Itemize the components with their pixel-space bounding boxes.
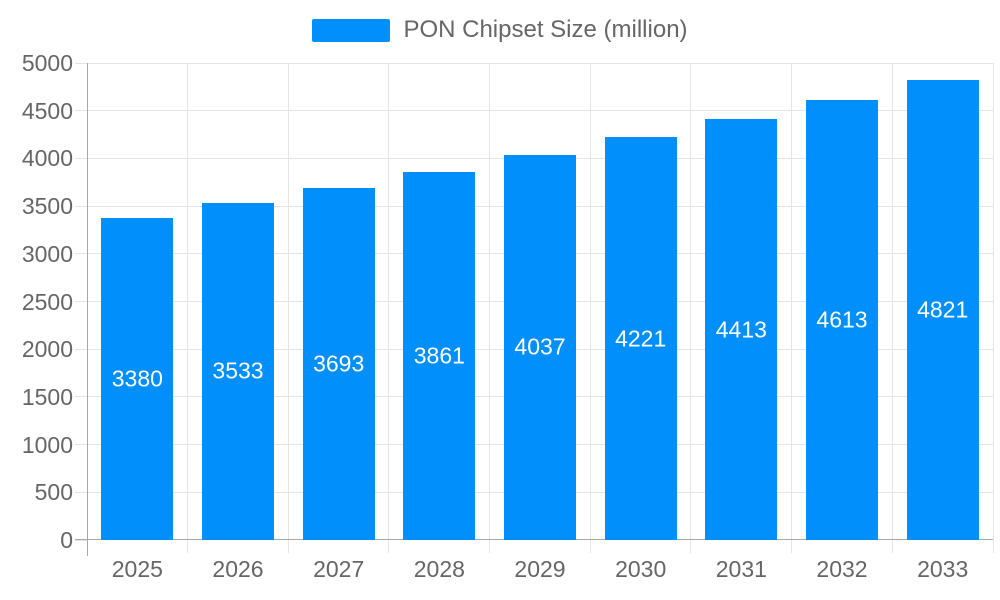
y-tick-label: 500 — [34, 479, 73, 506]
x-tick — [690, 540, 692, 553]
x-tick-label: 2028 — [413, 556, 465, 582]
bar-value-label: 4037 — [514, 333, 566, 360]
y-tick — [75, 491, 87, 493]
bar-2029[interactable]: 4037 — [504, 154, 576, 540]
legend[interactable]: PON Chipset Size (million) — [0, 16, 1000, 44]
y-tick-label: 1500 — [21, 383, 73, 410]
x-tick — [388, 540, 390, 553]
bar-2027[interactable]: 3693 — [302, 187, 375, 540]
legend-swatch — [312, 18, 391, 42]
bar-2032[interactable]: 4613 — [806, 99, 878, 540]
gridline-v — [791, 63, 793, 540]
x-tick-label: 2031 — [715, 556, 767, 582]
gridline-v — [388, 63, 390, 540]
gridline-v — [992, 63, 994, 540]
bar-value-label: 4821 — [917, 296, 969, 323]
y-tick-label: 2000 — [21, 336, 73, 363]
legend-label: PON Chipset Size (million) — [403, 16, 688, 43]
y-tick — [75, 157, 87, 159]
x-tick-label: 2030 — [615, 556, 667, 582]
gridline-v — [187, 63, 189, 540]
gridline-h — [87, 110, 993, 112]
gridline-h — [87, 62, 993, 64]
y-tick — [75, 348, 87, 350]
bar-value-label: 3861 — [413, 342, 465, 369]
x-tick-label: 2033 — [917, 556, 969, 582]
y-tick-label: 1000 — [21, 431, 73, 458]
gridline-v — [690, 63, 692, 540]
x-tick-label: 2025 — [111, 556, 163, 582]
x-tick — [891, 540, 893, 553]
bar-2026[interactable]: 3533 — [201, 202, 274, 540]
y-tick — [75, 110, 87, 112]
y-tick-label: 5000 — [21, 50, 73, 76]
y-tick-label: 3500 — [21, 193, 73, 220]
bar-value-label: 3533 — [212, 357, 264, 384]
x-tick-label: 2026 — [212, 556, 264, 582]
bar-value-label: 4413 — [715, 316, 767, 342]
plot-area: 0 500 1000 1500 2000 2500 3000 3500 4000 4500 5000… — [22, 50, 994, 556]
y-tick-label: 0 — [60, 527, 73, 553]
y-tick-label: 2500 — [21, 288, 73, 315]
bar-value-label: 4221 — [615, 325, 667, 352]
bar-2025[interactable]: 3380 — [101, 217, 174, 540]
y-tick — [75, 539, 87, 541]
y-axis-line — [87, 63, 88, 556]
y-tick — [75, 62, 87, 64]
x-tick — [187, 540, 189, 553]
y-tick — [75, 301, 87, 302]
x-tick — [589, 540, 591, 553]
y-tick-label: 4500 — [21, 97, 73, 124]
x-tick-label: 2029 — [514, 556, 566, 582]
y-tick-label: 3000 — [21, 240, 73, 267]
x-tick-label: 2027 — [313, 556, 365, 582]
gridline-v — [489, 63, 491, 540]
y-tick — [75, 205, 87, 207]
x-tick — [992, 540, 994, 553]
bar-value-label: 3693 — [313, 350, 365, 377]
x-tick-label: 2032 — [816, 556, 868, 582]
bar-2033[interactable]: 4821 — [906, 80, 979, 540]
y-tick-label: 4000 — [21, 145, 73, 172]
gridline-v — [891, 63, 893, 540]
bar-2031[interactable]: 4413 — [705, 119, 778, 540]
gridline-v — [589, 63, 591, 540]
y-tick — [75, 396, 87, 398]
x-tick — [791, 540, 793, 553]
bar-value-label: 3380 — [111, 365, 163, 392]
x-axis-labels: 2025 2026 2027 2028 2029 2030 2031 2032 2033 — [87, 552, 993, 588]
bar-2030[interactable]: 4221 — [604, 137, 677, 540]
bar-2028[interactable]: 3861 — [403, 171, 476, 540]
y-tick — [75, 253, 87, 255]
gridline-v — [287, 63, 289, 540]
x-tick — [489, 540, 491, 553]
y-tick — [75, 444, 87, 446]
bar-value-label: 4613 — [816, 306, 868, 333]
x-tick — [287, 540, 289, 553]
